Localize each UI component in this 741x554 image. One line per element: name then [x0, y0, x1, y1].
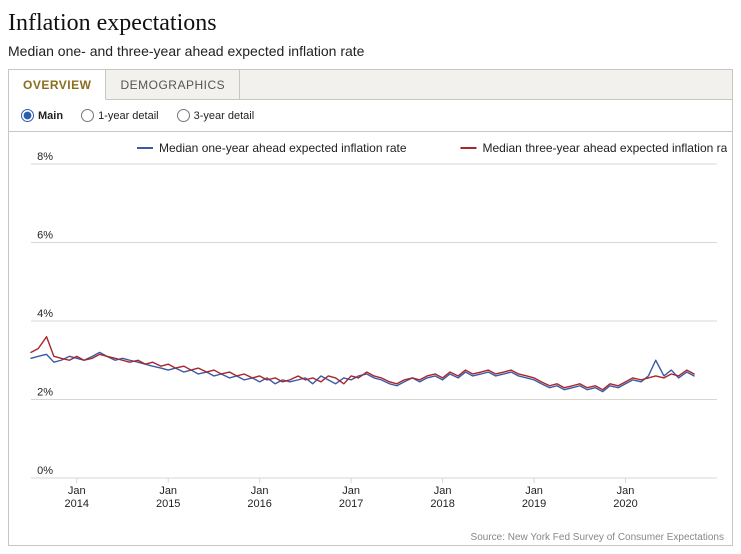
radio-row: Main 1-year detail 3-year detail: [9, 100, 732, 132]
page-title: Inflation expectations: [8, 10, 733, 37]
legend-label: Median three-year ahead expected inflati…: [483, 141, 728, 155]
y-tick-label: 8%: [37, 151, 53, 163]
x-tick-label-top: Jan: [434, 485, 452, 497]
x-tick-label-bottom: 2016: [247, 498, 271, 510]
x-tick-label-bottom: 2014: [64, 498, 88, 510]
y-tick-label: 0%: [37, 465, 53, 477]
y-tick-label: 6%: [37, 230, 53, 242]
x-tick-label-bottom: 2019: [522, 498, 546, 510]
tab-overview[interactable]: OVERVIEW: [9, 70, 106, 100]
radio-input[interactable]: [21, 109, 34, 122]
radio-label: 1-year detail: [98, 110, 159, 122]
radio-input[interactable]: [81, 109, 94, 122]
x-tick-label-bottom: 2017: [339, 498, 363, 510]
y-tick-label: 4%: [37, 308, 53, 320]
x-tick-label-top: Jan: [251, 485, 269, 497]
legend-label: Median one-year ahead expected inflation…: [159, 141, 407, 155]
chart-source: Source: New York Fed Survey of Consumer …: [9, 532, 732, 545]
radio-label: Main: [38, 110, 63, 122]
tab-demographics[interactable]: DEMOGRAPHICS: [106, 70, 240, 99]
chart-area: Median one-year ahead expected inflation…: [9, 132, 732, 532]
x-tick-label-top: Jan: [342, 485, 360, 497]
x-tick-label-top: Jan: [68, 485, 86, 497]
radio-3-year-detail[interactable]: 3-year detail: [177, 109, 255, 122]
x-tick-label-bottom: 2015: [156, 498, 180, 510]
radio-main[interactable]: Main: [21, 109, 63, 122]
tabs-row: OVERVIEWDEMOGRAPHICS: [9, 70, 732, 100]
radio-label: 3-year detail: [194, 110, 255, 122]
line-chart: Median one-year ahead expected inflation…: [17, 136, 727, 516]
page-subtitle: Median one- and three-year ahead expecte…: [8, 43, 733, 59]
x-tick-label-top: Jan: [159, 485, 177, 497]
radio-input[interactable]: [177, 109, 190, 122]
x-tick-label-top: Jan: [525, 485, 543, 497]
y-tick-label: 2%: [37, 387, 53, 399]
series-three_year: [31, 337, 694, 390]
radio-1-year-detail[interactable]: 1-year detail: [81, 109, 159, 122]
x-tick-label-top: Jan: [617, 485, 635, 497]
x-tick-label-bottom: 2020: [613, 498, 637, 510]
chart-panel: OVERVIEWDEMOGRAPHICS Main 1-year detail 3-…: [8, 69, 733, 546]
x-tick-label-bottom: 2018: [430, 498, 454, 510]
